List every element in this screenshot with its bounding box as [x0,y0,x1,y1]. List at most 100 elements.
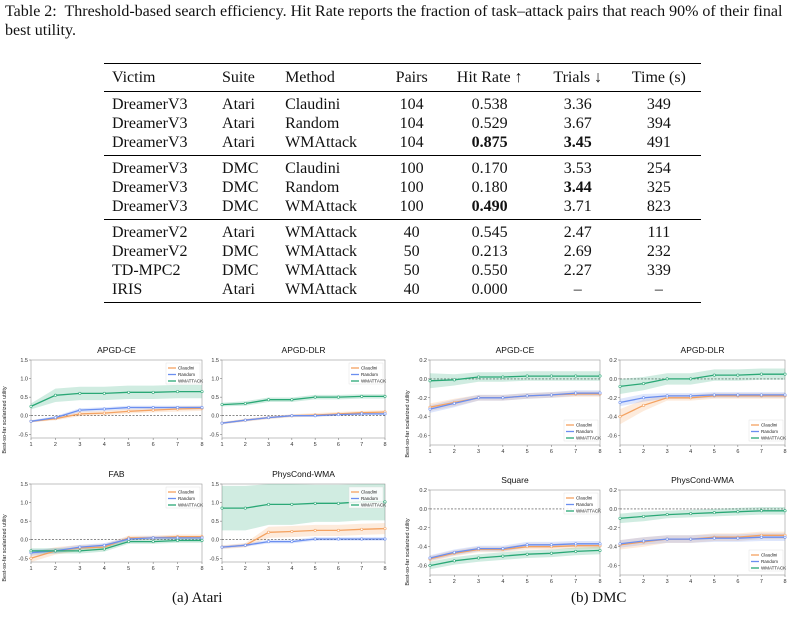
series-band-wmattack [31,384,202,410]
table-cell: DreamerV3 [112,160,188,177]
x-tick-label: 7 [360,442,363,448]
data-point [618,384,622,388]
data-point [383,527,387,531]
x-tick-label: 1 [618,449,621,455]
chart-title: FAB [108,469,124,479]
data-point [642,396,646,400]
x-tick-label: 4 [103,442,106,448]
caption-label: Table 2: [5,3,57,20]
data-point [759,372,763,376]
series-band-random [430,390,600,413]
data-point [360,537,364,541]
data-point [102,407,106,411]
plot-frame [429,359,601,446]
data-point [220,545,224,549]
table-cell: 2.27 [563,262,592,279]
y-axis-label: Best-so-far scalarized utility [405,390,411,457]
table-cell: 40 [403,224,420,241]
series-line-wmattack [30,390,202,407]
series-line-random [429,392,600,410]
chart-title: PhysCond-WMA [671,475,734,485]
chart-panel-dmc-physcond-wma: PhysCond-WMA -0.6 -0.4 -0.2 0.0 0.2 1 2 3 4 5 6 7 8 Cl… [608,475,787,585]
data-point [574,374,578,378]
x-tick-label: 4 [501,579,504,585]
data-point [290,530,294,534]
table-cell: 491 [646,134,671,151]
data-point [452,401,456,405]
table-row: DreamerV3 DMC Claudini 100 0.170 3.53 254 [104,156,701,179]
legend-label: Claudini [576,496,592,501]
y-tick-label: -0.4 [608,415,617,421]
table-cell: – [573,281,582,298]
y-tick-label: 0.0 [609,507,617,513]
data-point [452,378,456,382]
x-tick-label: 5 [314,566,317,572]
table-cell: 0.000 [471,281,508,298]
legend-label: Random [361,496,378,501]
table-cell: WMAttack [285,224,358,241]
data-point [200,538,204,542]
y-tick-label: -0.6 [608,434,617,440]
table-row: DreamerV3 Atari Claudini 104 0.538 3.36 349 [104,92,701,115]
data-point [290,540,294,544]
data-point [712,373,716,377]
data-point [759,393,763,397]
data-point [383,412,387,416]
y-tick-label: 0.5 [20,519,28,525]
x-tick-label: 5 [713,579,716,585]
data-point [712,511,716,515]
series-band-claudini [430,391,600,411]
subcaption-dmc: (b) DMC [571,590,627,606]
data-point [151,408,155,412]
x-tick-label: 1 [428,579,431,585]
table-cell: 394 [646,115,671,132]
data-point [736,393,740,397]
x-tick-label: 5 [526,579,529,585]
chart-title: APGD-DLR [681,345,725,355]
legend-label: WMATTACK [576,509,601,514]
x-tick-label: 5 [713,449,716,455]
plot-frame [221,483,386,563]
y-tick-label: -0.6 [418,564,427,570]
plot-frame [30,359,203,439]
data-point [127,409,131,413]
data-point [243,506,247,510]
table-cell: 3.71 [563,198,592,215]
data-point [220,421,224,425]
legend-label: WMATTACK [761,566,786,571]
y-tick-label: -0.2 [418,526,427,532]
y-tick-label: 0.5 [211,395,219,401]
legend-label: WMATTACK [761,436,786,441]
data-point [642,539,646,543]
y-tick-label: 1.0 [211,501,219,507]
table-cell: Atari [222,224,255,241]
x-tick-label: 3 [666,449,669,455]
data-point [176,406,180,410]
data-point [176,536,180,540]
data-point [127,537,131,541]
y-tick-label: -0.2 [608,396,617,402]
table-cell: WMAttack [285,281,358,298]
data-point [477,396,481,400]
legend-label: Random [178,496,195,501]
data-point [549,551,553,555]
x-tick-label: 6 [337,566,340,572]
data-point [501,396,505,400]
data-point [290,414,294,418]
table-cell: 104 [399,134,424,151]
data-point [313,395,317,399]
y-tick-label: -0.6 [418,434,427,440]
data-point [336,413,340,417]
y-tick-label: 1.0 [20,377,28,383]
y-tick-label: 0.5 [211,519,219,525]
data-point [549,393,553,397]
data-point [618,415,622,419]
series-line-random [30,406,202,422]
data-point [29,549,33,553]
table-cell: Random [285,179,340,196]
legend-label: WMATTACK [361,503,386,508]
series-band-wmattack [620,507,785,524]
data-point [428,407,432,411]
series-line-random [619,394,785,404]
data-point [618,516,622,520]
